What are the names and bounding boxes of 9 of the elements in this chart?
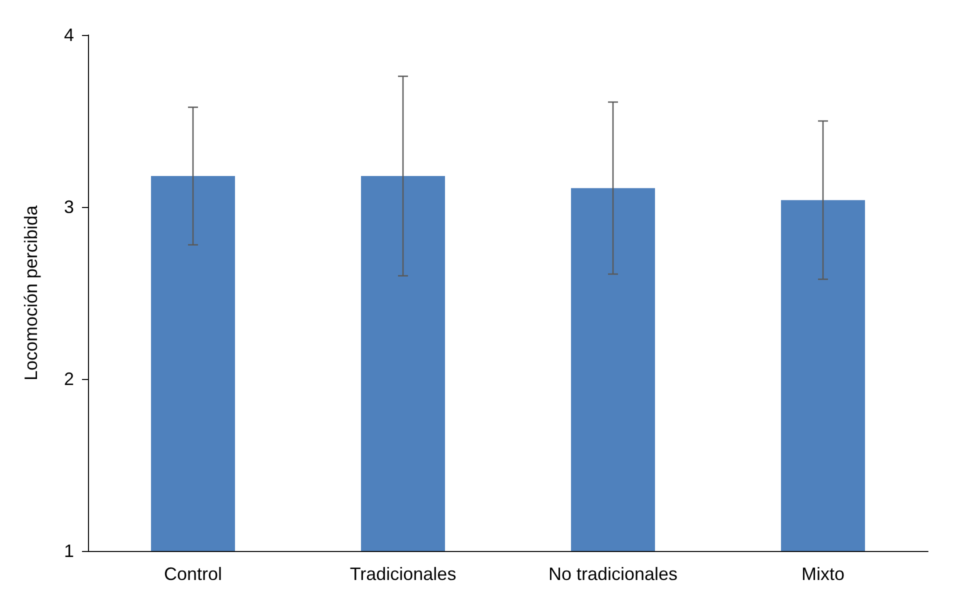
x-tick-label: No tradicionales (548, 564, 678, 584)
x-tick-label: Control (164, 564, 222, 584)
y-tick-label: 3 (64, 197, 74, 217)
x-tick-label: Mixto (801, 564, 845, 584)
x-tick-label: Tradicionales (350, 564, 456, 584)
y-tick-label: 4 (64, 25, 74, 45)
y-axis-title: Locomoción percibida (21, 204, 41, 381)
y-tick-label: 1 (64, 541, 74, 561)
y-tick-label: 2 (64, 369, 74, 389)
